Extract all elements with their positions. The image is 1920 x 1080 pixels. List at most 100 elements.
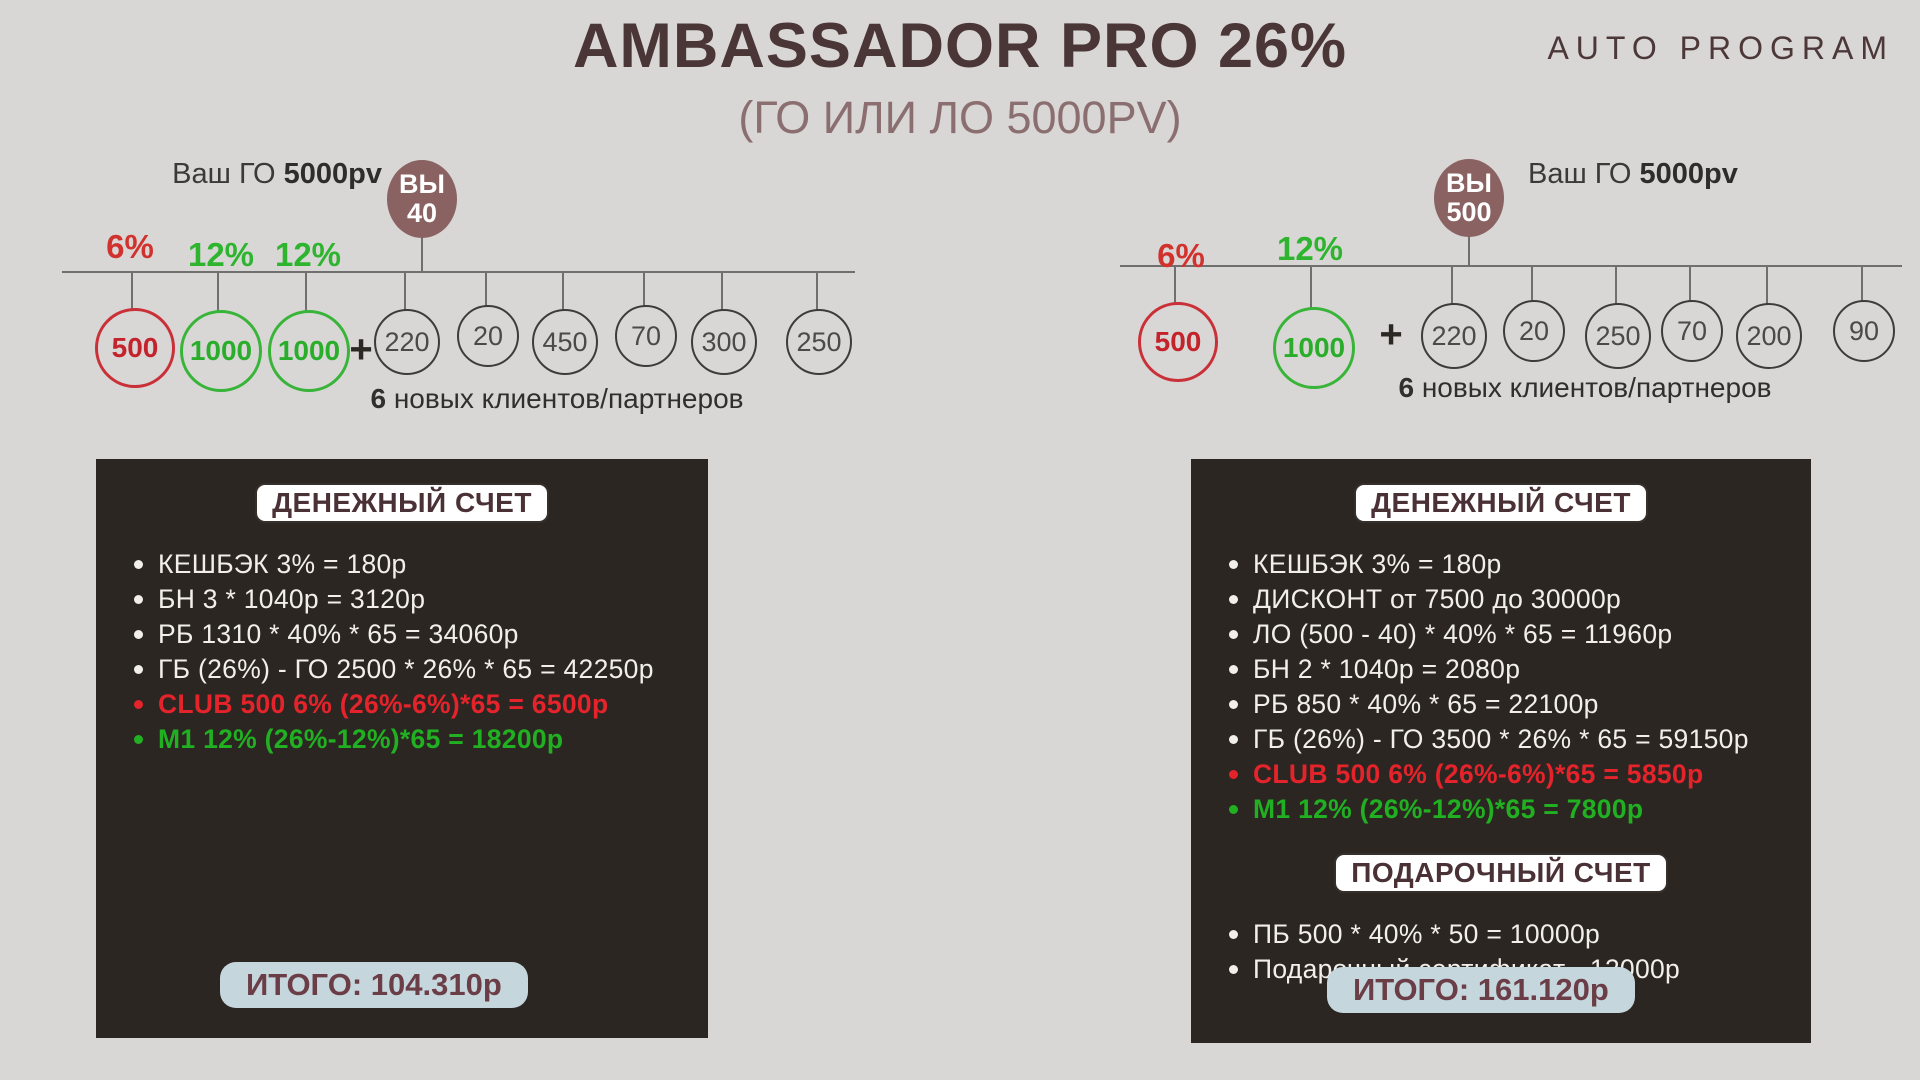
member-connector-line bbox=[721, 271, 723, 311]
member-circle: 500 bbox=[1138, 302, 1218, 382]
member-circle: 250 bbox=[1585, 303, 1651, 369]
right-money-panel: ДЕНЕЖНЫЙ СЧЕТ КЕШБЭК 3% = 180р ДИСКОНТ от… bbox=[1191, 459, 1811, 1043]
member-circle: 1000 bbox=[268, 310, 350, 392]
page-title: AMBASSADOR PRO 26% bbox=[572, 11, 1348, 81]
you-circle: ВЫ 500 bbox=[1434, 159, 1504, 237]
member-circle: 450 bbox=[532, 309, 598, 375]
benefit-item-text: CLUB 500 6% (26%-6%)*65 = 5850р bbox=[1253, 759, 1704, 789]
caption-text: новых клиентов/партнеров bbox=[386, 383, 744, 414]
benefit-item: CLUB 500 6% (26%-6%)*65 = 6500р bbox=[134, 687, 698, 722]
member-circle: 300 bbox=[691, 309, 757, 375]
benefit-item: РБ 850 * 40% * 65 = 22100р bbox=[1229, 687, 1801, 722]
tree-axis-line bbox=[62, 271, 855, 273]
member-circle: 1000 bbox=[180, 310, 262, 392]
left-total-badge: ИТОГО: 104.310р bbox=[220, 962, 528, 1008]
bullet-dot bbox=[134, 700, 143, 709]
benefit-item: М1 12% (26%-12%)*65 = 18200р bbox=[134, 722, 698, 757]
bullet-dot bbox=[134, 665, 143, 674]
member-connector-line bbox=[643, 271, 645, 307]
benefit-item: БН 3 * 1040р = 3120р bbox=[134, 582, 698, 617]
member-connector-line bbox=[217, 271, 219, 312]
you-circle: ВЫ 40 bbox=[387, 160, 457, 238]
member-circle: 1000 bbox=[1273, 307, 1355, 389]
member-connector-line bbox=[1615, 265, 1617, 305]
member-circle: 220 bbox=[1421, 303, 1487, 369]
member-connector-line bbox=[131, 271, 133, 310]
benefit-item-text: М1 12% (26%-12%)*65 = 7800р bbox=[1253, 794, 1644, 824]
you-circle-value: 500 bbox=[1446, 197, 1492, 227]
member-connector-line bbox=[485, 271, 487, 307]
bullet-dot bbox=[134, 630, 143, 639]
benefit-item: ЛО (500 - 40) * 40% * 65 = 11960р bbox=[1229, 617, 1801, 652]
right-go-label: Ваш ГО 5000pv bbox=[1528, 158, 1738, 191]
member-circle: 20 bbox=[457, 305, 519, 367]
left-go-label-value: 5000pv bbox=[283, 158, 382, 190]
member-circle: 90 bbox=[1833, 300, 1895, 362]
benefit-item-text: CLUB 500 6% (26%-6%)*65 = 6500р bbox=[158, 689, 609, 719]
right-money-list: КЕШБЭК 3% = 180р ДИСКОНТ от 7500 до 30000… bbox=[1191, 547, 1811, 827]
benefit-item-text: РБ 1310 * 40% * 65 = 34060р bbox=[158, 619, 519, 649]
member-connector-line bbox=[1174, 265, 1176, 304]
bullet-dot bbox=[1229, 665, 1238, 674]
caption-count: 6 bbox=[370, 383, 387, 414]
bullet-dot bbox=[134, 560, 143, 569]
member-connector-line bbox=[816, 271, 818, 311]
caption-text: новых клиентов/партнеров bbox=[1414, 372, 1772, 403]
tree-caption: 6 новых клиентов/партнеров bbox=[370, 383, 743, 415]
benefit-item: КЕШБЭК 3% = 180р bbox=[1229, 547, 1801, 582]
you-circle-label: ВЫ bbox=[1446, 168, 1492, 198]
percent-label: 12% bbox=[187, 236, 255, 273]
benefit-item: М1 12% (26%-12%)*65 = 7800р bbox=[1229, 792, 1801, 827]
benefit-item-text: БН 3 * 1040р = 3120р bbox=[158, 584, 426, 614]
member-circle: 250 bbox=[786, 309, 852, 375]
bullet-dot bbox=[1229, 735, 1238, 744]
member-circle: 200 bbox=[1736, 303, 1802, 369]
tree-axis-line bbox=[1120, 265, 1902, 267]
member-connector-line bbox=[1451, 265, 1453, 305]
you-connector-line bbox=[1468, 233, 1470, 267]
bullet-dot bbox=[134, 735, 143, 744]
member-circle: 500 bbox=[95, 308, 175, 388]
benefit-item: БН 2 * 1040р = 2080р bbox=[1229, 652, 1801, 687]
right-go-label-value: 5000pv bbox=[1639, 158, 1738, 190]
benefit-item: РБ 1310 * 40% * 65 = 34060р bbox=[134, 617, 698, 652]
member-circle: 70 bbox=[1661, 300, 1723, 362]
right-go-label-prefix: Ваш ГО bbox=[1528, 158, 1640, 190]
benefit-item: ГБ (26%) - ГО 2500 * 26% * 65 = 42250р bbox=[134, 652, 698, 687]
member-connector-line bbox=[1310, 265, 1312, 309]
benefit-item-text: ГБ (26%) - ГО 2500 * 26% * 65 = 42250р bbox=[158, 654, 654, 684]
member-circle: 70 bbox=[615, 305, 677, 367]
left-go-label-prefix: Ваш ГО bbox=[172, 158, 284, 190]
left-money-list: КЕШБЭК 3% = 180р БН 3 * 1040р = 3120р РБ 1… bbox=[96, 547, 708, 757]
percent-label: 12% bbox=[1276, 230, 1344, 267]
bullet-dot bbox=[1229, 560, 1238, 569]
plus-sign: + bbox=[349, 327, 373, 372]
tree-caption: 6 новых клиентов/партнеров bbox=[1398, 372, 1771, 404]
benefit-item-text: КЕШБЭК 3% = 180р bbox=[1253, 549, 1502, 579]
you-circle-value: 40 bbox=[406, 198, 438, 228]
bullet-dot bbox=[1229, 805, 1238, 814]
benefit-item-text: ЛО (500 - 40) * 40% * 65 = 11960р bbox=[1253, 619, 1673, 649]
benefit-item-text: М1 12% (26%-12%)*65 = 18200р bbox=[158, 724, 564, 754]
member-connector-line bbox=[1689, 265, 1691, 302]
left-go-label: Ваш ГО 5000pv bbox=[172, 158, 382, 191]
bullet-dot bbox=[1229, 770, 1238, 779]
member-connector-line bbox=[404, 271, 406, 311]
benefit-item-text: КЕШБЭК 3% = 180р bbox=[158, 549, 407, 579]
benefit-item: CLUB 500 6% (26%-6%)*65 = 5850р bbox=[1229, 757, 1801, 792]
auto-program-label: AUTO PROGRAM bbox=[1547, 30, 1894, 66]
page-subtitle: (ГО ИЛИ ЛО 5000PV) bbox=[738, 92, 1182, 143]
percent-label: 6% bbox=[106, 228, 154, 265]
benefit-item-text: РБ 850 * 40% * 65 = 22100р bbox=[1253, 689, 1599, 719]
left-money-panel: ДЕНЕЖНЫЙ СЧЕТ КЕШБЭК 3% = 180р БН 3 * 104… bbox=[96, 459, 708, 1038]
benefit-item: КЕШБЭК 3% = 180р bbox=[134, 547, 698, 582]
member-connector-line bbox=[1766, 265, 1768, 305]
bullet-dot bbox=[134, 595, 143, 604]
left-money-header: ДЕНЕЖНЫЙ СЧЕТ bbox=[255, 483, 549, 523]
you-connector-line bbox=[421, 234, 423, 273]
percent-label: 12% bbox=[274, 236, 342, 273]
right-gift-header: ПОДАРОЧНЫЙ СЧЕТ bbox=[1334, 853, 1668, 893]
you-circle-label: ВЫ bbox=[399, 169, 445, 199]
member-connector-line bbox=[1861, 265, 1863, 302]
